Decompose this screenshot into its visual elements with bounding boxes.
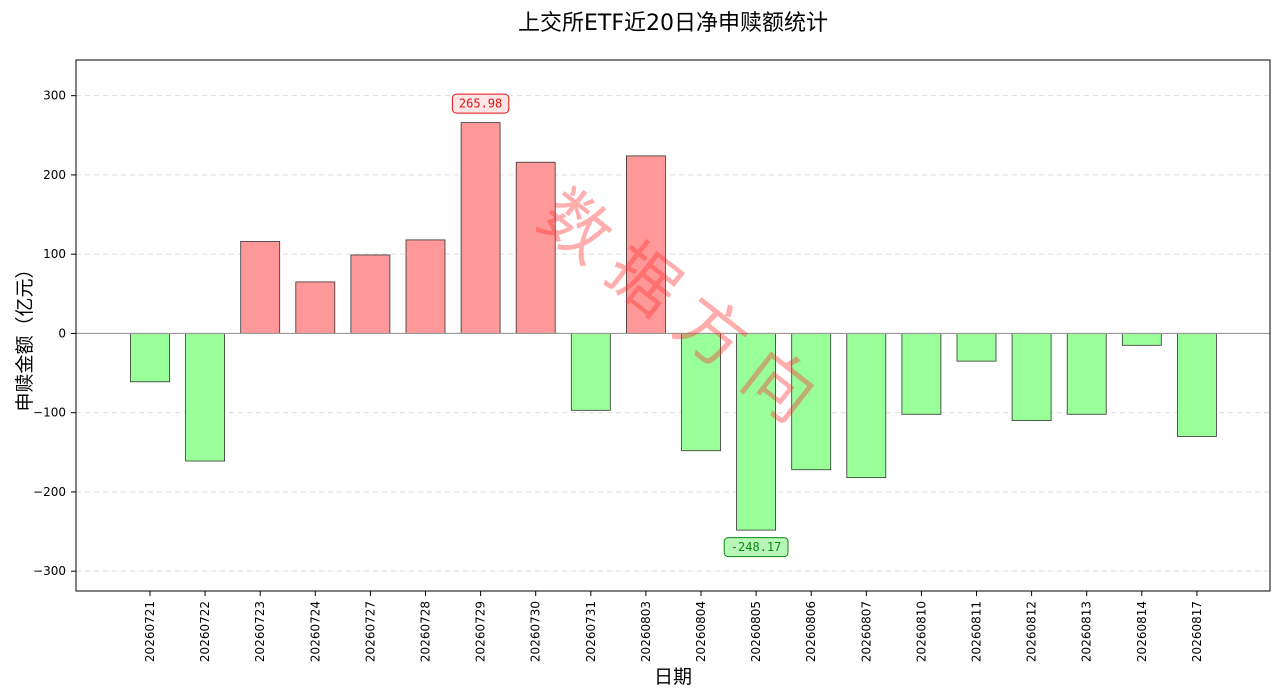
x-axis-title: 日期 [654,666,692,688]
annotation-box [723,537,789,558]
x-tick-label: 20260731 [584,601,598,662]
bar [515,161,556,334]
annotation-label: -248.17 [731,540,782,554]
x-tick-label: 20260730 [529,601,543,662]
x-tick-label: 20260721 [143,601,157,662]
bar [736,333,776,531]
y-tick-label: 200 [43,168,66,182]
bar [460,122,501,334]
annotations: 265.98 -248.17 [451,93,789,558]
x-tick-label: 20260807 [859,601,873,662]
bar [1121,333,1162,346]
x-tick-label: 20260814 [1135,601,1149,662]
x-tick-label: 20260813 [1080,601,1094,662]
x-tick-label: 20260812 [1025,601,1039,662]
x-tick-label: 20260806 [804,601,818,662]
y-axis: −300 −200 −100 0 100 200 300 [33,89,76,578]
bar [130,333,170,383]
x-tick-label: 20260727 [363,601,377,662]
x-tick-label: 20260729 [474,601,488,662]
bar [295,281,336,334]
y-tick-label: 100 [43,247,66,261]
bar [1011,333,1052,422]
x-tick-label: 20260723 [253,601,267,662]
y-axis-title: 申赎金额（亿元） [14,259,36,411]
plot-frame [75,59,1271,592]
y-tick-label: −300 [33,564,66,578]
annotation-label: 265.98 [459,97,502,111]
y-tick-label: −200 [33,485,66,499]
bar [185,333,226,462]
bar [405,239,446,334]
bars [130,122,1217,531]
x-tick-label: 20260803 [639,601,653,662]
bar [956,333,997,362]
x-tick-label: 20260811 [970,601,984,662]
bar [626,155,666,334]
y-tick-label: 0 [58,326,66,340]
x-tick-label: 20260804 [694,601,708,662]
bar [1177,333,1217,437]
y-tick-label: 300 [43,89,66,103]
x-tick-label: 20260810 [914,601,928,662]
x-tick-label: 20260728 [419,601,433,662]
bar [1066,333,1107,415]
annotation-box [451,93,510,114]
bar [681,333,721,452]
bar [570,333,611,411]
bar [791,333,832,471]
y-tick-label: −100 [33,406,66,420]
bar [350,254,391,334]
x-tick-label: 20260724 [308,601,322,662]
bar [901,333,942,415]
x-tick-label: 20260817 [1190,601,1204,662]
x-tick-label: 20260805 [749,601,763,662]
x-tick-label: 20260722 [198,601,212,662]
bar [240,241,281,334]
chart-title: 上交所ETF近20日净申赎额统计 [518,11,828,36]
bar [846,333,887,479]
x-axis: 20260721 20260722 20260723 20260724 20260727… [143,591,1204,662]
